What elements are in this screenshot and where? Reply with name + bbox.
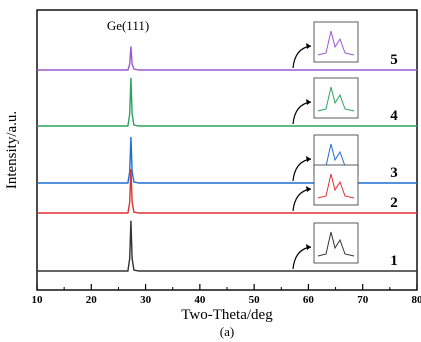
zoom-arrow — [292, 45, 312, 69]
x-tick-label: 80 — [412, 294, 421, 306]
series-label: 3 — [390, 165, 398, 181]
inset-line — [317, 173, 355, 199]
series-label: 2 — [390, 195, 398, 211]
zoom-arrowhead — [306, 99, 311, 105]
series-line — [37, 220, 417, 272]
series-2: 2 — [37, 164, 417, 214]
series-3: 3 — [37, 134, 417, 184]
zoom-arrowhead — [306, 43, 311, 49]
x-axis: 10 20 30 40 50 60 70 80 — [32, 284, 421, 306]
series-label: 1 — [390, 253, 398, 269]
series-4: 4 — [37, 77, 417, 127]
series-line — [37, 77, 417, 127]
series-5: 5 — [37, 21, 417, 71]
figure-caption: (a) — [220, 324, 234, 339]
x-tick-label: 70 — [357, 294, 369, 306]
series-line — [37, 169, 417, 214]
y-axis-label: Intensity/a.u. — [4, 111, 20, 189]
series-label: 4 — [390, 108, 398, 124]
x-tick-label: 40 — [194, 294, 206, 306]
inset-line — [317, 30, 355, 56]
series-layer: 5 4 3 2 1 — [37, 21, 417, 272]
inset-line — [317, 86, 355, 112]
plot-frame — [36, 9, 418, 291]
zoom-arrow — [292, 101, 312, 125]
zoom-arrow — [292, 246, 312, 270]
zoom-arrowhead — [306, 186, 311, 192]
zoom-arrow — [292, 158, 312, 182]
series-line — [37, 46, 417, 71]
inset-line — [317, 231, 355, 257]
zoom-arrow — [292, 188, 312, 212]
x-tick-label: 50 — [249, 294, 261, 306]
zoom-arrowhead — [306, 156, 311, 162]
series-label: 5 — [390, 52, 398, 68]
series-1: 1 — [37, 220, 417, 272]
x-tick-label: 10 — [32, 294, 44, 306]
peak-label: Ge(111) — [107, 18, 149, 33]
x-tick-label: 30 — [140, 294, 152, 306]
zoom-arrowhead — [306, 244, 311, 250]
inset-zoom-box — [313, 164, 359, 206]
x-tick-label: 20 — [86, 294, 98, 306]
x-axis-label: Two-Theta/deg — [181, 307, 273, 323]
inset-zoom-box — [313, 21, 359, 63]
inset-zoom-box — [313, 77, 359, 119]
series-line — [37, 137, 417, 184]
inset-zoom-box — [313, 222, 359, 264]
x-tick-label: 60 — [303, 294, 315, 306]
